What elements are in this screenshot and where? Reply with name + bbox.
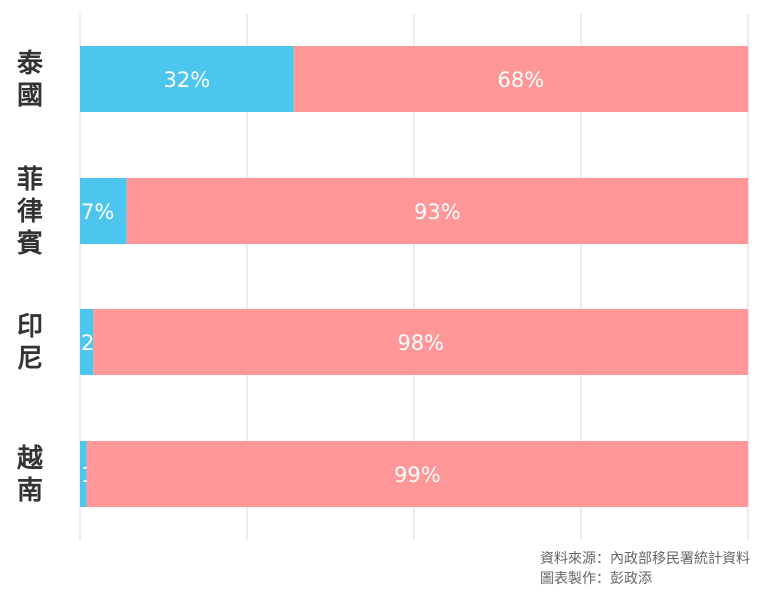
bar-segment bbox=[80, 309, 94, 375]
bars: 32%68%7%93%2%98%1%99% bbox=[80, 46, 749, 507]
data-label: 32% bbox=[164, 68, 211, 92]
data-label: 98% bbox=[397, 331, 444, 355]
category-label: 越南 bbox=[17, 444, 44, 506]
bar-segment bbox=[293, 46, 748, 112]
bar-segment bbox=[93, 309, 749, 375]
data-label: 99% bbox=[394, 463, 441, 487]
bar-segment bbox=[86, 441, 749, 507]
bar-segment bbox=[80, 441, 87, 507]
bar-segment bbox=[126, 178, 748, 244]
category-label: 印尼 bbox=[17, 312, 43, 374]
bar-segment bbox=[80, 46, 294, 112]
bar-segment bbox=[80, 178, 127, 244]
credit-text: 圖表製作：彭政添 bbox=[540, 571, 652, 587]
data-label: 68% bbox=[498, 68, 545, 92]
category-label: 菲律賓 bbox=[16, 165, 43, 259]
category-label: 泰國 bbox=[17, 49, 44, 111]
source-note: 資料來源：內政部移民署統計資料 圖表製作：彭政添 bbox=[540, 549, 750, 589]
data-label: 93% bbox=[414, 200, 461, 224]
data-label: 7% bbox=[81, 200, 114, 224]
source-text: 資料來源：內政部移民署統計資料 bbox=[540, 551, 750, 567]
